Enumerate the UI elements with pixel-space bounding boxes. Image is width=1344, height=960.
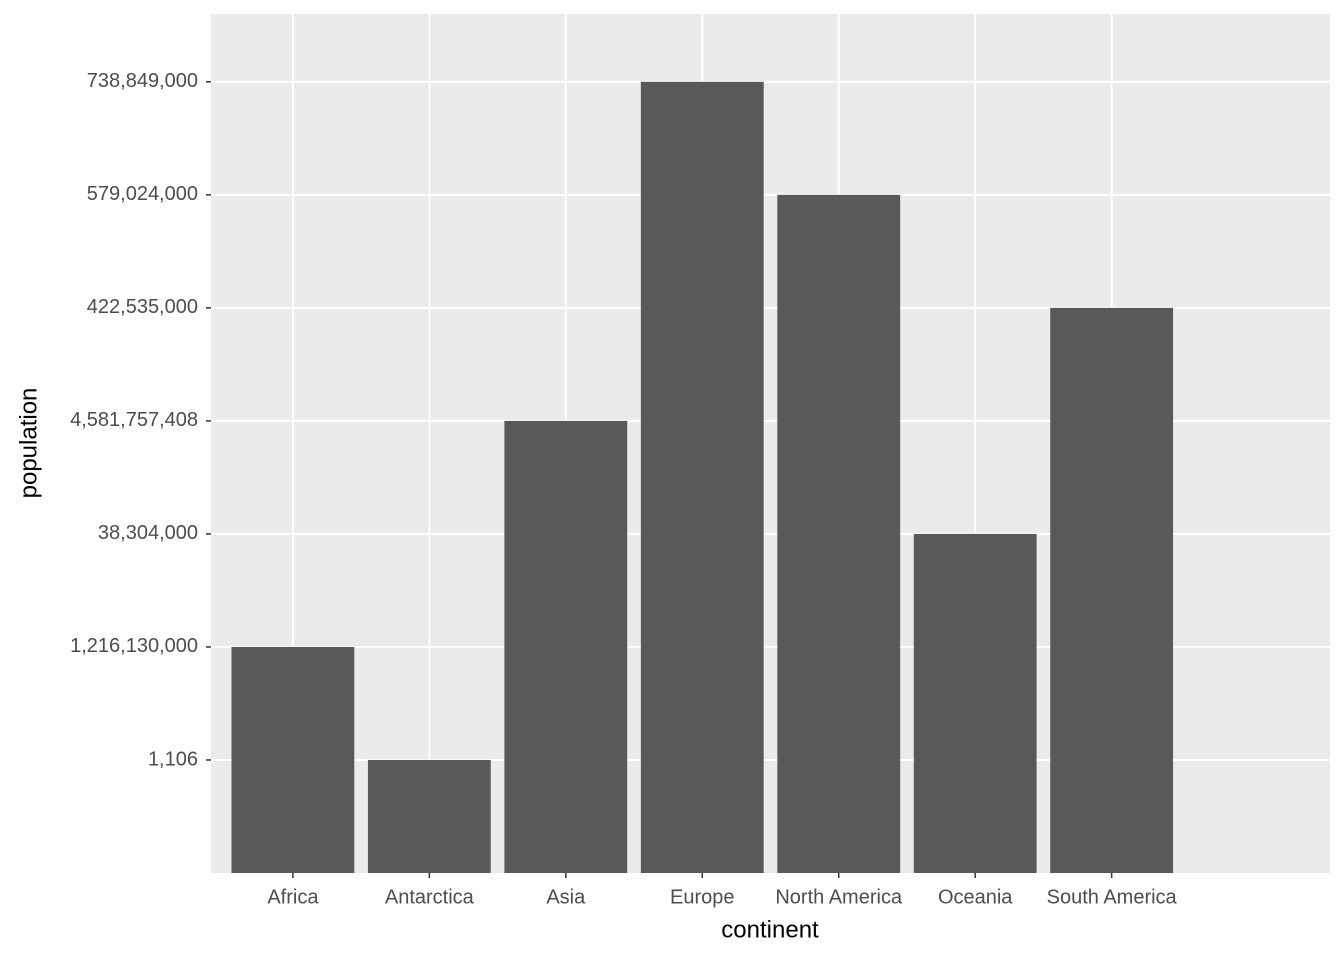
x-tick-label: Antarctica (385, 886, 475, 908)
x-tick-label: Oceania (938, 886, 1013, 908)
x-axis-title: continent (721, 916, 819, 943)
y-tick-label: 1,106 (148, 748, 198, 770)
x-tick-label: North America (775, 886, 903, 908)
y-tick-label: 1,216,130,000 (70, 635, 198, 657)
bar (777, 194, 901, 873)
y-axis-title: population (15, 388, 42, 499)
x-tick-label: Europe (670, 886, 735, 908)
y-tick-label: 579,024,000 (87, 183, 198, 205)
bar (504, 420, 628, 873)
x-tick-label: South America (1047, 886, 1178, 908)
bar (231, 646, 355, 873)
y-tick-label: 38,304,000 (98, 522, 198, 544)
bar (913, 533, 1037, 873)
y-tick-label: 738,849,000 (87, 70, 198, 92)
bar (367, 759, 491, 873)
bar (1050, 307, 1174, 873)
x-tick-label: Asia (546, 886, 586, 908)
x-tick-label: Africa (267, 886, 319, 908)
y-tick-label: 422,535,000 (87, 296, 198, 318)
y-tick-label: 4,581,757,408 (70, 409, 198, 431)
bar (640, 81, 764, 873)
